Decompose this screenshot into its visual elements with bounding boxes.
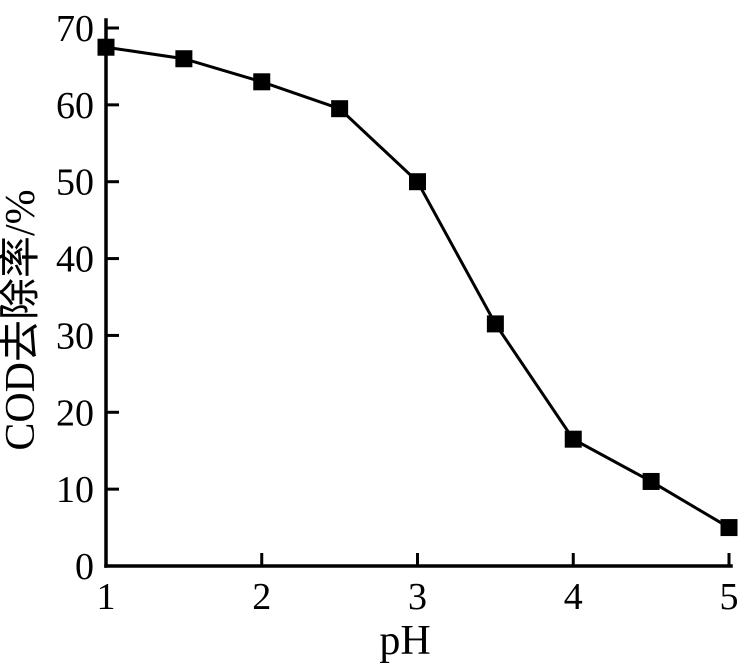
x-tick-label: 3 (408, 576, 427, 618)
x-tick-label: 2 (252, 576, 271, 618)
y-tick-label: 40 (56, 239, 94, 281)
y-tick-label: 10 (56, 469, 94, 511)
plot-area: 0 10 20 30 40 50 60 70 1 2 3 4 5 (56, 8, 739, 618)
data-point-marker (642, 472, 660, 490)
data-point-marker (564, 430, 582, 448)
x-tick-label: 4 (564, 576, 583, 618)
data-point-marker (253, 73, 271, 91)
y-tick-label: 20 (56, 392, 94, 434)
y-axis-title: COD去除率/% (0, 189, 44, 450)
y-tick-label: 50 (56, 162, 94, 204)
x-tick-label: 1 (97, 576, 116, 618)
data-point-marker (486, 315, 504, 333)
y-tick-label: 30 (56, 315, 94, 357)
x-axis-title: pH (379, 618, 430, 664)
data-point-marker (409, 173, 426, 191)
x-tick-label: 5 (720, 576, 739, 618)
y-tick-label: 60 (56, 85, 94, 127)
data-point-marker (175, 50, 193, 68)
data-point-marker (331, 100, 349, 118)
y-tick-label: 70 (56, 8, 94, 50)
data-line (105, 45, 730, 529)
y-tick-label: 0 (75, 546, 94, 588)
data-point-marker (97, 38, 115, 56)
data-point-marker (720, 519, 738, 537)
